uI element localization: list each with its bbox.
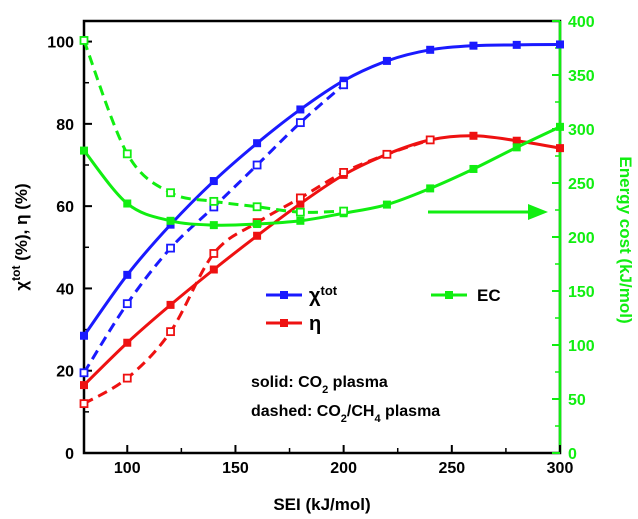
point-chi-dashed (122, 299, 132, 309)
point-chi-dashed (79, 368, 89, 378)
point-chi-solid (253, 139, 262, 148)
y-left-tick-label: 100 (47, 35, 74, 52)
point-eta-dashed (166, 327, 175, 337)
point-ec-solid (296, 216, 305, 225)
y-right-tick-label: 200 (568, 230, 595, 247)
x-tick-label: 100 (114, 460, 141, 477)
y-right-tick-label: 50 (568, 392, 586, 409)
point-eta-dashed (79, 399, 89, 409)
y-axis-label-right: Energy cost (kJ/mol) (616, 156, 635, 323)
y-right-tick-label: 0 (568, 446, 577, 463)
point-ec-dashed (339, 206, 349, 216)
point-chi-dashed (252, 160, 262, 170)
legend-label-eta: η (309, 313, 321, 335)
point-ec-solid (512, 143, 521, 152)
y-left-tick-label: 0 (65, 446, 74, 463)
point-ec-dashed (209, 196, 219, 206)
point-chi-solid (556, 40, 564, 49)
legend-marker-ec (445, 291, 453, 299)
x-axis-label: SEI (kJ/mol) (273, 495, 370, 514)
point-ec-solid (382, 200, 391, 209)
point-eta-solid (80, 381, 88, 390)
point-chi-dashed (295, 118, 305, 128)
point-chi-dashed (339, 80, 349, 90)
point-ec-solid (123, 199, 132, 208)
point-ec-dashed (252, 202, 262, 212)
annotation-solid: solid: CO2 plasma (251, 374, 388, 396)
point-eta-dashed (295, 193, 305, 203)
series-line-eta-solid (82, 134, 561, 387)
y-right-tick-label: 100 (568, 338, 595, 355)
x-tick-label: 150 (222, 460, 249, 477)
point-chi-solid (123, 270, 132, 279)
y-left-tick-label: 80 (56, 117, 74, 134)
annotation-dashed: dashed: CO2/CH4 plasma (251, 403, 440, 425)
y-left-tick-label: 20 (56, 364, 74, 381)
point-chi-solid (209, 177, 218, 186)
point-eta-solid (469, 131, 478, 140)
right-axis-arrow (428, 204, 548, 220)
point-eta-dashed (425, 135, 435, 145)
y-right-tick-label: 250 (568, 176, 595, 193)
point-ec-solid (166, 216, 175, 225)
point-chi-solid (382, 56, 391, 65)
y-axis-label-left: χtot (%), η (%) (9, 183, 31, 290)
point-eta-solid (556, 144, 564, 153)
point-eta-dashed (382, 149, 392, 159)
legend-label-ec: EC (477, 286, 501, 305)
legend-marker-eta (280, 319, 288, 327)
y-left-tick-label: 40 (56, 281, 74, 298)
series-line-eta-dashed (83, 138, 431, 405)
point-ec-solid (253, 220, 262, 229)
point-ec-dashed (295, 207, 305, 217)
point-chi-solid (80, 331, 88, 340)
point-ec-solid (80, 146, 88, 155)
x-tick-label: 250 (438, 460, 465, 477)
point-chi-solid (469, 41, 478, 50)
point-ec-dashed (122, 149, 132, 159)
point-chi-solid (296, 105, 305, 114)
point-ec-solid (556, 122, 564, 131)
y-right-tick-label: 150 (568, 284, 595, 301)
point-eta-solid (123, 338, 132, 347)
point-ec-dashed (79, 36, 89, 45)
y-right-tick-label: 300 (568, 122, 595, 139)
y-right-tick-label: 350 (568, 68, 595, 85)
point-ec-solid (426, 184, 435, 193)
point-chi-solid (512, 40, 521, 49)
point-eta-dashed (339, 168, 349, 177)
point-ec-solid (209, 221, 218, 230)
point-eta-solid (253, 231, 262, 240)
legend-label-chi: χtot (309, 283, 338, 308)
point-eta-solid (166, 300, 175, 309)
x-tick-label: 300 (547, 460, 574, 477)
point-eta-dashed (122, 373, 132, 383)
point-ec-solid (469, 164, 478, 173)
y-left-tick-label: 60 (56, 199, 74, 216)
axis-ticks: 100 150 200 250 3000204060801000501001502002… (47, 14, 595, 477)
point-eta-solid (209, 265, 218, 274)
y-right-tick-label: 400 (568, 14, 595, 31)
point-chi-solid (426, 45, 435, 54)
x-tick-label: 200 (330, 460, 357, 477)
legend: χtot η EC (266, 283, 501, 335)
point-eta-dashed (209, 249, 219, 258)
point-chi-dashed (166, 243, 175, 253)
point-ec-dashed (166, 188, 175, 198)
legend-marker-chi (280, 291, 288, 299)
point-eta-solid (512, 136, 521, 145)
series-layer (79, 36, 564, 409)
point-eta-solid (296, 199, 305, 208)
